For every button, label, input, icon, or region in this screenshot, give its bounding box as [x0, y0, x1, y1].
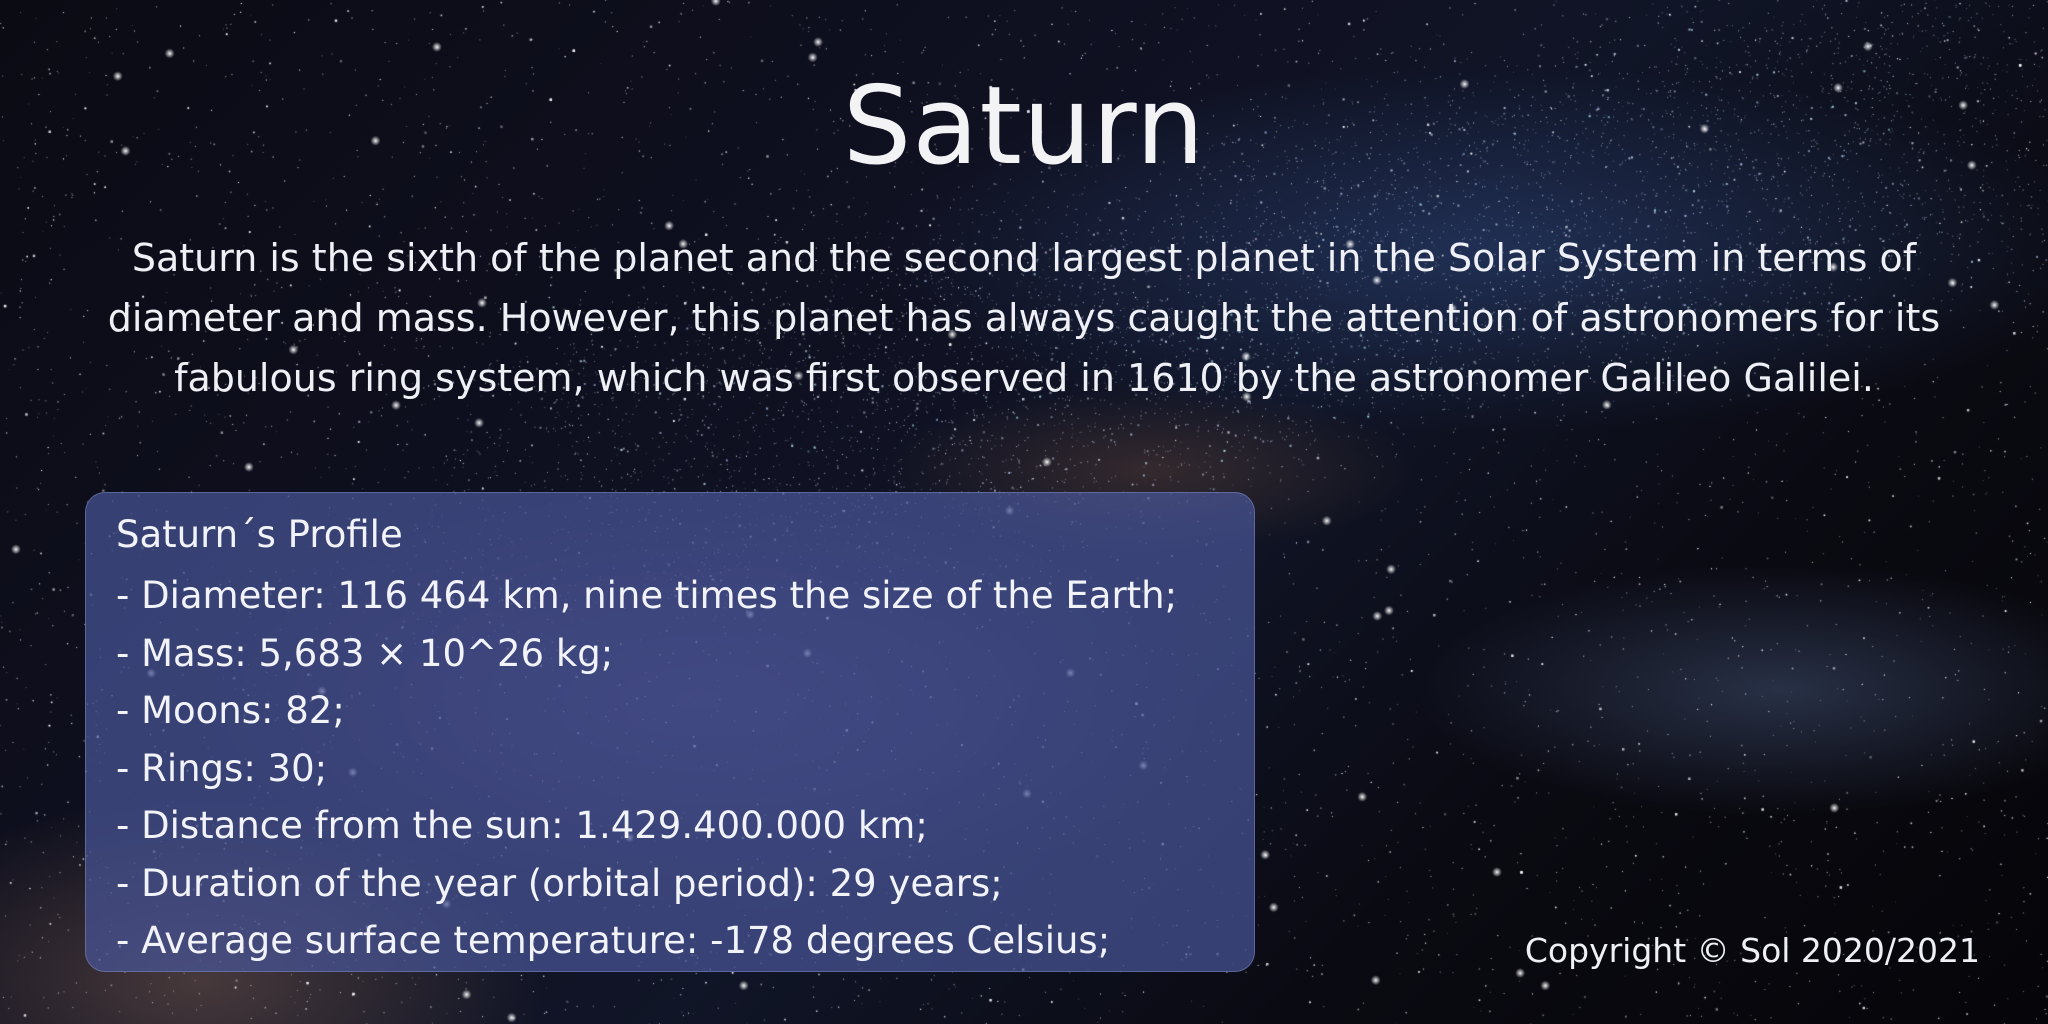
intro-paragraph: Saturn is the sixth of the planet and th… [107, 236, 1941, 400]
profile-item-rings: - Rings: 30; [116, 746, 328, 790]
page-title: Saturn [842, 64, 1206, 189]
copyright-notice: Copyright © Sol 2020/2021 [1524, 931, 1980, 970]
profile-item-moons: - Moons: 82; [116, 689, 345, 732]
profile-item-orbital-period: - Duration of the year (orbital period):… [116, 861, 1003, 905]
profile-item-mass: - Mass: 5,683 × 10^26 kg; [116, 631, 614, 675]
profile-card: Saturn´s Profile - Diameter: 116 464 km,… [85, 492, 1255, 972]
profile-item-temperature: - Average surface temperature: -178 degr… [116, 919, 1111, 962]
profile-item-diameter: - Diameter: 116 464 km, nine times the s… [116, 574, 1178, 617]
profile-heading: Saturn´s Profile [116, 513, 403, 556]
profile-item-distance: - Distance from the sun: 1.429.400.000 k… [116, 804, 928, 847]
profile-list: - Diameter: 116 464 km, nine times the s… [116, 567, 1254, 970]
